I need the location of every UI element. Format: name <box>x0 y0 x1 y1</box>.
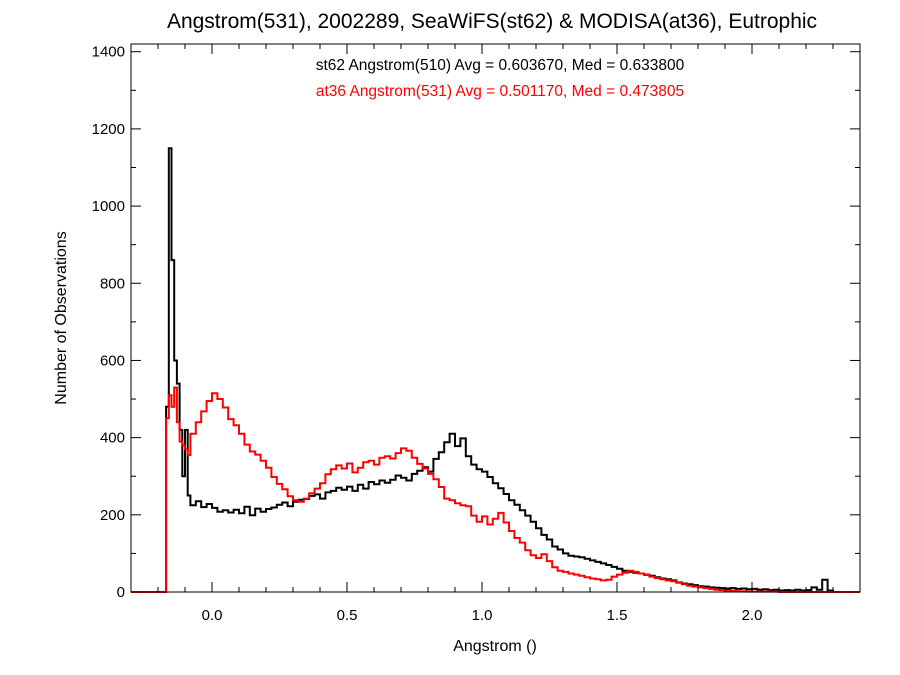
series-line-at36 <box>131 386 860 593</box>
x-tick-label: 1.5 <box>607 607 628 624</box>
x-tick-label: 0.5 <box>337 607 358 624</box>
x-tick-label: 1.0 <box>472 607 493 624</box>
y-tick-label: 1400 <box>92 44 125 61</box>
y-tick-label: 1200 <box>92 121 125 138</box>
series-stats-at36: at36 Angstrom(531) Avg = 0.501170, Med =… <box>316 83 684 100</box>
series-layer <box>131 147 860 593</box>
y-tick-label: 800 <box>100 275 125 292</box>
x-axis-label: Angstrom () <box>453 638 537 655</box>
tick-labels-layer: 0.0 0.5 1.0 1.5 2.0 0 200 400 600 800 1000 1200 1400 <box>92 44 763 624</box>
plot-frame <box>130 43 861 593</box>
y-tick-label: 1000 <box>92 198 125 215</box>
x-tick-label: 2.0 <box>742 607 763 624</box>
ticks-layer <box>131 44 861 593</box>
y-tick-label: 400 <box>100 430 125 447</box>
y-tick-label: 200 <box>100 507 125 524</box>
series-stats-st62: st62 Angstrom(510) Avg = 0.603670, Med =… <box>316 57 685 74</box>
x-tick-label: 0.0 <box>202 607 223 624</box>
y-axis-label: Number of Observations <box>53 231 70 404</box>
y-tick-label: 600 <box>100 352 125 369</box>
y-tick-label: 0 <box>117 584 125 601</box>
chart-title: Angstrom(531), 2002289, SeaWiFS(st62) & … <box>167 10 817 33</box>
series-line-st62 <box>131 147 860 593</box>
